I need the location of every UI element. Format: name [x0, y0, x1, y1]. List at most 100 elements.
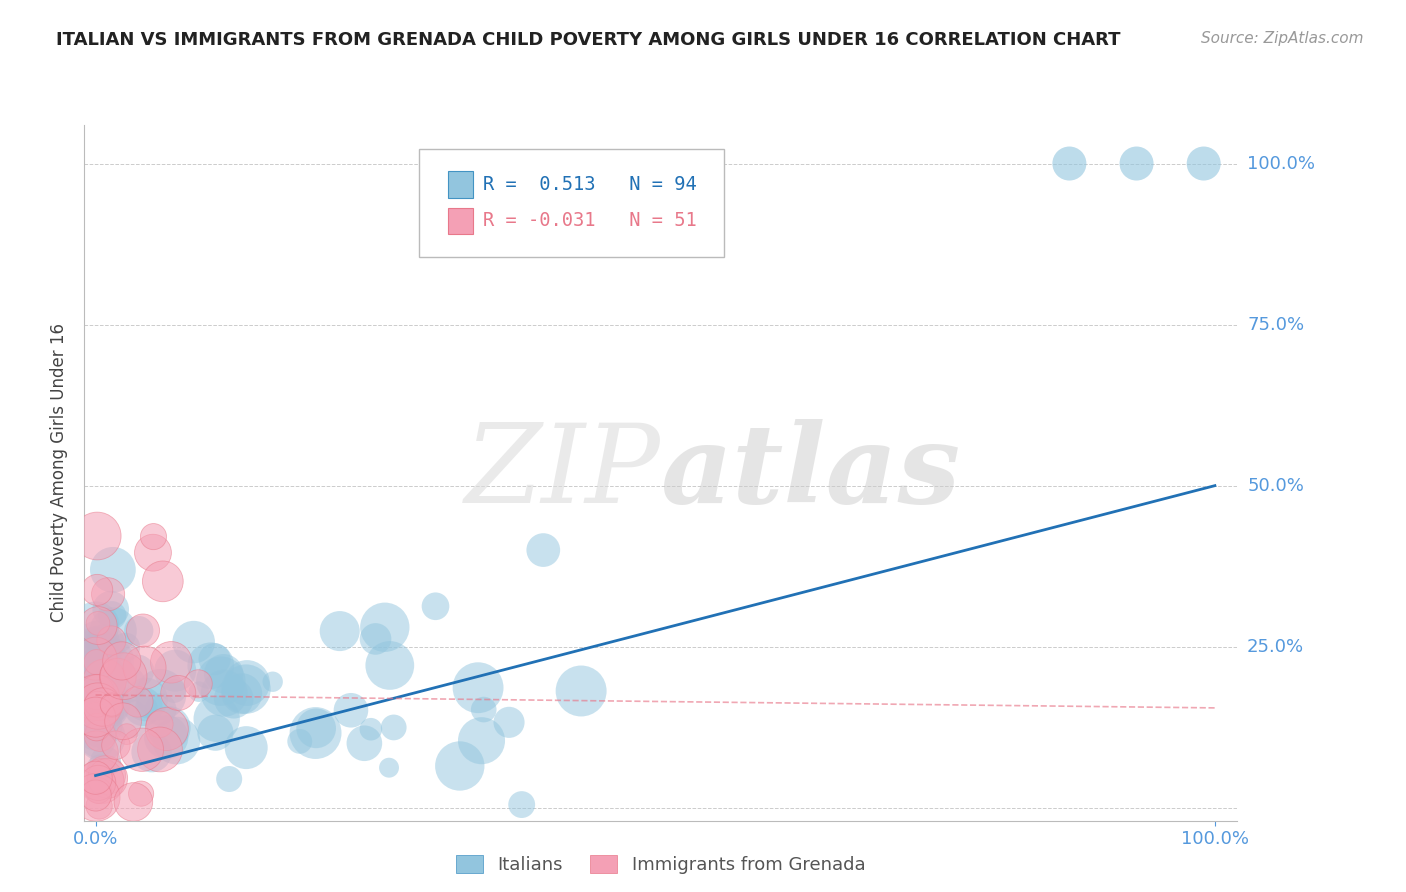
- Point: [378, 658, 401, 673]
- Point: [235, 682, 257, 697]
- Point: [498, 715, 520, 730]
- Point: [89, 654, 111, 668]
- Point: [329, 624, 352, 638]
- Point: [149, 688, 172, 702]
- Point: [89, 729, 111, 743]
- Point: [114, 640, 136, 655]
- Point: [1125, 156, 1147, 170]
- Point: [288, 734, 311, 748]
- Point: [470, 733, 492, 747]
- Point: [231, 687, 253, 701]
- Point: [1059, 156, 1081, 170]
- Point: [157, 721, 180, 735]
- Point: [510, 797, 533, 812]
- Point: [86, 746, 108, 760]
- Point: [84, 648, 107, 663]
- Text: ITALIAN VS IMMIGRANTS FROM GRENADA CHILD POVERTY AMONG GIRLS UNDER 16 CORRELATIO: ITALIAN VS IMMIGRANTS FROM GRENADA CHILD…: [56, 31, 1121, 49]
- Point: [84, 708, 107, 723]
- Text: 75.0%: 75.0%: [1247, 316, 1305, 334]
- Point: [374, 620, 396, 634]
- Point: [87, 799, 110, 814]
- Point: [86, 655, 108, 669]
- Point: [84, 723, 107, 738]
- Point: [531, 543, 554, 558]
- Point: [97, 587, 120, 601]
- Point: [87, 699, 110, 714]
- Point: [472, 702, 495, 716]
- Point: [98, 690, 121, 704]
- Point: [93, 673, 115, 688]
- Point: [167, 686, 190, 700]
- Point: [101, 706, 124, 721]
- Point: [84, 618, 107, 632]
- Text: atlas: atlas: [661, 419, 962, 526]
- Text: R =  0.513   N = 94: R = 0.513 N = 94: [484, 175, 697, 194]
- Text: 100.0%: 100.0%: [1247, 154, 1315, 172]
- Point: [149, 717, 172, 731]
- Point: [97, 660, 120, 674]
- Point: [187, 684, 209, 698]
- Point: [100, 654, 122, 668]
- Point: [364, 632, 387, 646]
- Point: [87, 783, 110, 797]
- Point: [100, 698, 122, 713]
- Point: [112, 669, 135, 683]
- Point: [129, 787, 152, 801]
- Point: [262, 674, 284, 689]
- Point: [1192, 156, 1215, 170]
- Point: [156, 722, 179, 736]
- Point: [135, 700, 157, 714]
- Point: [378, 761, 401, 775]
- Y-axis label: Child Poverty Among Girls Under 16: Child Poverty Among Girls Under 16: [51, 323, 69, 623]
- Point: [84, 771, 107, 785]
- Point: [84, 642, 107, 657]
- Point: [87, 660, 110, 674]
- Point: [132, 624, 155, 638]
- Point: [117, 677, 139, 691]
- Text: 25.0%: 25.0%: [1247, 638, 1305, 656]
- Point: [100, 633, 122, 648]
- Point: [94, 698, 117, 712]
- Point: [425, 599, 447, 614]
- Point: [87, 776, 110, 790]
- Point: [84, 695, 107, 709]
- Point: [165, 733, 187, 747]
- Point: [97, 772, 120, 786]
- Point: [218, 772, 240, 786]
- Point: [86, 695, 108, 709]
- Point: [155, 730, 177, 744]
- Legend: Italians, Immigrants from Grenada: Italians, Immigrants from Grenada: [449, 847, 873, 881]
- Point: [87, 618, 110, 632]
- Point: [127, 664, 149, 678]
- Point: [134, 660, 156, 674]
- Point: [160, 655, 183, 669]
- Point: [84, 789, 107, 803]
- Point: [87, 616, 110, 631]
- Point: [235, 740, 257, 755]
- Point: [340, 703, 363, 717]
- Point: [100, 698, 122, 712]
- Point: [97, 663, 120, 677]
- Point: [222, 691, 245, 706]
- Point: [128, 624, 150, 638]
- Point: [569, 684, 592, 698]
- Point: [360, 723, 382, 737]
- Point: [101, 608, 124, 623]
- Text: 50.0%: 50.0%: [1247, 476, 1303, 495]
- Point: [94, 755, 117, 769]
- Text: ZIP: ZIP: [465, 419, 661, 526]
- Point: [90, 731, 112, 745]
- Point: [163, 684, 186, 698]
- Point: [90, 774, 112, 789]
- Point: [87, 700, 110, 714]
- Point: [205, 712, 228, 726]
- Point: [84, 632, 107, 647]
- Text: Source: ZipAtlas.com: Source: ZipAtlas.com: [1201, 31, 1364, 46]
- Bar: [447, 171, 472, 198]
- Point: [91, 636, 114, 650]
- Point: [84, 720, 107, 734]
- Point: [89, 761, 111, 775]
- Point: [86, 636, 108, 650]
- Point: [84, 651, 107, 665]
- Point: [101, 624, 124, 638]
